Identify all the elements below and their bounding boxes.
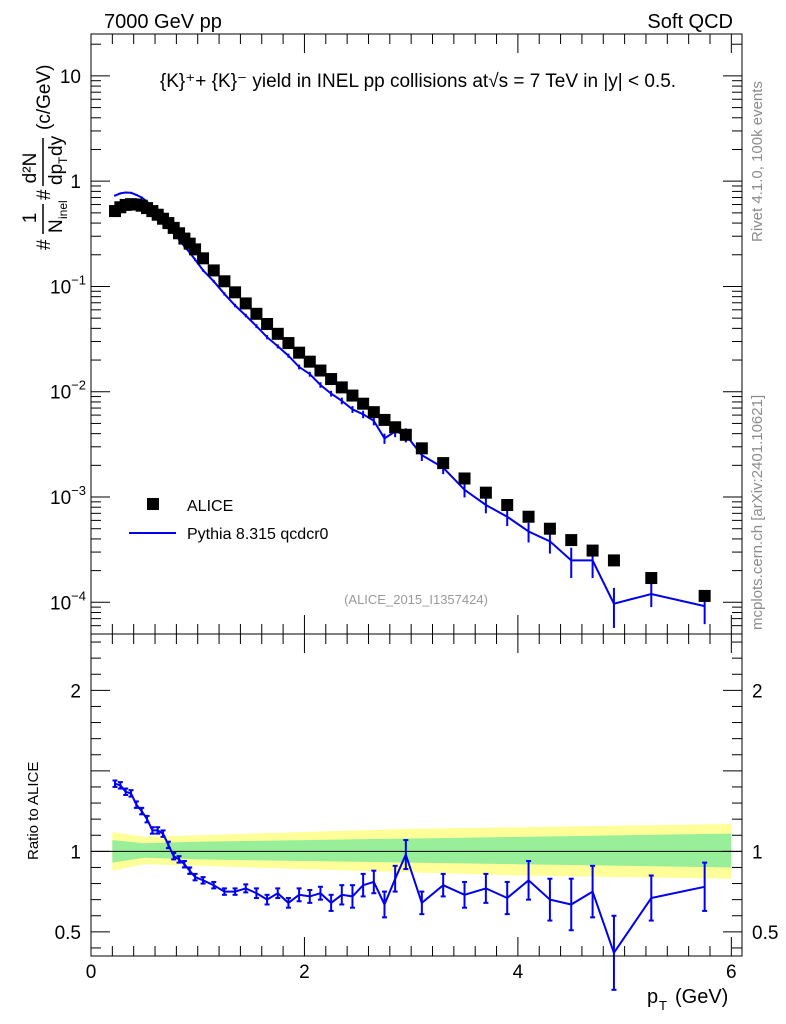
ratio-y-tick-label-left: 1 xyxy=(70,842,81,863)
y-axis-label-dy: dy xyxy=(46,135,67,156)
y-tick-label: 1 xyxy=(70,172,81,193)
y-tick-label: 10−3 xyxy=(50,483,86,509)
y-tick-label: 10−4 xyxy=(50,588,86,614)
legend: ALICE Pythia 8.315 qcdcr0 xyxy=(129,498,329,543)
alice-point xyxy=(698,589,711,602)
y-axis-label-n-sub: inel xyxy=(56,200,70,219)
alice-point xyxy=(197,252,210,265)
y-axis-label-hash: # xyxy=(34,239,55,250)
ratio-axes: 0 2 4 6 0.5 0.5 1 1 2 2 xyxy=(55,634,778,983)
alice-point xyxy=(335,381,348,394)
alice-point xyxy=(479,486,492,499)
alice-point xyxy=(229,286,242,299)
header-left: 7000 GeV pp xyxy=(104,11,222,33)
alice-point xyxy=(271,327,284,340)
y-tick-label: 10−1 xyxy=(50,272,86,298)
x-tick-label: 6 xyxy=(726,962,737,983)
alice-point xyxy=(207,264,220,277)
ratio-y-axis-label: Ratio to ALICE xyxy=(25,762,42,860)
y-axis-label-units: (c/GeV) xyxy=(34,65,55,130)
y-axis-label: # 1 N inel # d²N dp T dy (c/GeV) xyxy=(20,65,70,250)
y-tick-label: 10 xyxy=(60,67,81,88)
alice-point xyxy=(218,275,231,288)
alice-point xyxy=(357,397,370,410)
y-tick-label: 10−2 xyxy=(50,378,86,404)
alice-point xyxy=(325,373,338,386)
alice-point xyxy=(607,554,620,567)
stat-uncertainty-band xyxy=(112,833,732,868)
ratio-panel: 0 2 4 6 0.5 0.5 1 1 2 2 Ratio to ALICE xyxy=(25,633,778,991)
legend-label-pythia: Pythia 8.315 qcdcr0 xyxy=(187,526,329,543)
ratio-data-layer xyxy=(91,779,742,991)
ratio-y-tick-label-right: 1 xyxy=(752,842,763,863)
ratio-y-tick-label-left: 2 xyxy=(70,681,81,702)
x-tick-label: 4 xyxy=(513,962,524,983)
legend-label-alice: ALICE xyxy=(187,498,233,515)
alice-point xyxy=(415,442,428,455)
x-axis-label-sub: T xyxy=(659,998,667,1013)
alice-point xyxy=(378,413,391,426)
alice-point xyxy=(389,421,402,434)
main-frame xyxy=(90,33,743,635)
alice-point xyxy=(239,297,252,310)
ratio-y-tick-label-left: 0.5 xyxy=(55,923,81,944)
alice-point xyxy=(437,457,450,470)
alice-point xyxy=(543,522,556,535)
ratio-frame xyxy=(90,633,743,957)
y-axis-label-dp-sub: T xyxy=(56,156,70,164)
ratio-y-tick-label-right: 2 xyxy=(752,681,763,702)
alice-point xyxy=(303,355,316,368)
ratio-y-tick-label-right: 0.5 xyxy=(752,923,778,944)
y-axis-label-d2n: d²N xyxy=(20,153,41,184)
alice-point xyxy=(522,510,535,523)
alice-point xyxy=(501,498,514,511)
main-axes: 10 1 10−1 10−2 10−3 10−4 xyxy=(50,34,742,635)
x-tick-label: 0 xyxy=(86,962,97,983)
source-label: mcplots.cern.ch [arXiv:2401.10621] xyxy=(749,395,766,630)
legend-marker-alice xyxy=(147,498,159,510)
y-axis-label-n: N xyxy=(46,219,67,233)
x-axis-label-p: p xyxy=(647,986,658,1008)
y-axis-label-hash2: # xyxy=(34,189,55,200)
rivet-version-label: Rivet 4.1.0, 100k events xyxy=(749,81,766,242)
x-axis-label-units: (GeV) xyxy=(675,986,728,1008)
x-axis-label: p T (GeV) xyxy=(647,986,728,1013)
alice-point xyxy=(250,307,263,320)
alice-point xyxy=(645,572,658,585)
main-data-layer xyxy=(109,191,711,629)
y-axis-label-one: 1 xyxy=(20,213,41,224)
alice-point xyxy=(458,472,471,485)
main-panel: 10 1 10−1 10−2 10−3 10−4 {K}⁺+ {K}⁻ yield in … xyxy=(20,33,743,635)
alice-point xyxy=(261,317,274,330)
alice-point xyxy=(399,428,412,441)
alice-point xyxy=(367,406,380,419)
y-axis-label-dp: dp xyxy=(46,164,67,185)
plot-title: {K}⁺+ {K}⁻ yield in INEL pp collisions a… xyxy=(160,71,676,92)
header-right: Soft QCD xyxy=(647,11,733,33)
alice-point xyxy=(314,364,327,377)
alice-point xyxy=(586,544,599,557)
alice-point xyxy=(293,346,306,359)
alice-point xyxy=(346,389,359,402)
alice-point xyxy=(282,337,295,350)
alice-point xyxy=(565,534,578,547)
x-tick-label: 2 xyxy=(299,962,310,983)
analysis-id: (ALICE_2015_I1357424) xyxy=(344,592,488,607)
